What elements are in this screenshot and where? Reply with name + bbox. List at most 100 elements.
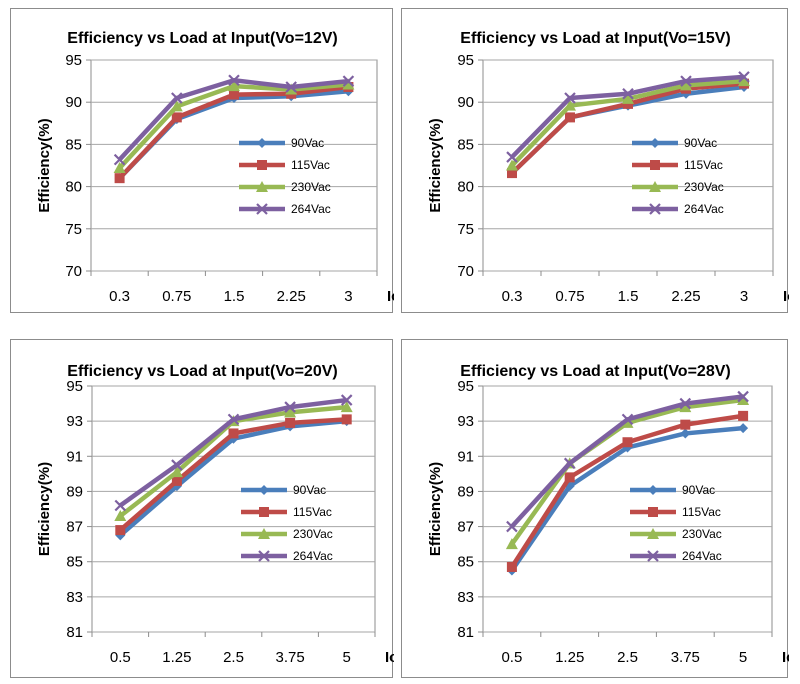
- legend-label: 115Vac: [293, 505, 332, 519]
- y-tick-label: 75: [65, 221, 82, 238]
- data-point-115vac: [622, 437, 633, 448]
- y-tick-label: 83: [457, 589, 474, 606]
- legend-marker: [256, 181, 268, 192]
- y-tick-label: 85: [457, 554, 474, 571]
- data-point-230vac: [679, 401, 692, 413]
- y-tick-label: 70: [65, 263, 82, 280]
- data-point-264vac: [228, 74, 240, 87]
- x-axis-label: Io(A): [782, 649, 789, 666]
- chart-1: Efficiency vs Load at Input(Vo=15V) 70 75 8…: [427, 30, 789, 305]
- data-point-115vac: [171, 112, 182, 123]
- y-axis-label: Efficiency(%): [427, 118, 444, 212]
- x-axis-label: Io(A): [783, 288, 789, 305]
- legend-label: 115Vac: [682, 505, 721, 519]
- legend-label: 230Vac: [293, 527, 333, 541]
- legend-label: 90Vac: [684, 136, 717, 150]
- data-point-230vac: [564, 99, 576, 111]
- x-tick-label: 2.5: [223, 649, 244, 666]
- legend-label: 115Vac: [684, 158, 723, 172]
- y-tick-label: 70: [457, 263, 474, 280]
- data-point-230vac: [622, 92, 634, 104]
- data-point-115vac: [115, 525, 126, 536]
- x-tick-label: 0.5: [110, 649, 131, 666]
- data-point-264vac: [621, 413, 634, 426]
- data-point-230vac: [342, 78, 355, 90]
- y-axis-label: Efficiency(%): [36, 118, 53, 212]
- y-tick-label: 85: [65, 136, 82, 153]
- data-point-115vac: [285, 417, 296, 428]
- data-point-115vac: [229, 89, 239, 100]
- x-tick-label: 1.5: [618, 288, 639, 305]
- data-point-115vac: [114, 173, 125, 184]
- legend-label: 115Vac: [291, 158, 330, 172]
- y-tick-label: 90: [457, 94, 474, 111]
- y-tick-label: 81: [66, 624, 83, 641]
- x-tick-label: 1.5: [224, 288, 245, 305]
- legend-marker: [648, 485, 658, 495]
- data-point-230vac: [284, 406, 297, 418]
- y-tick-label: 95: [457, 52, 474, 69]
- data-point-115vac: [228, 428, 239, 439]
- legend: 90Vac 115Vac 230Vac 264Vac: [630, 483, 722, 563]
- x-tick-label: 0.75: [555, 288, 584, 305]
- data-point-90vac: [680, 428, 691, 439]
- y-tick-label: 89: [66, 483, 83, 500]
- data-point-230vac: [114, 510, 127, 522]
- legend-marker: [649, 203, 661, 215]
- x-tick-label: 1.25: [162, 649, 191, 666]
- y-tick-label: 80: [457, 179, 474, 196]
- chart-3: Efficiency vs Load at Input(Vo=28V) 81 83 8…: [427, 363, 789, 666]
- x-tick-label: 5: [343, 649, 351, 666]
- y-axis-label: Efficiency(%): [36, 462, 53, 556]
- chart-panel-vo-28v: Efficiency vs Load at Input(Vo=28V) 81 83 8…: [401, 339, 789, 678]
- data-point-115vac: [738, 410, 749, 421]
- x-axis-label: Io(A): [387, 288, 394, 305]
- legend: 90Vac 115Vac 230Vac 264Vac: [632, 136, 724, 216]
- chart-title: Efficiency vs Load at Input(Vo=28V): [460, 363, 730, 380]
- data-point-264vac: [563, 457, 576, 470]
- data-point-230vac: [340, 401, 353, 413]
- data-point-115vac: [623, 98, 633, 109]
- chart-2: Efficiency vs Load at Input(Vo=20V) 81 83 8…: [36, 363, 394, 666]
- legend-marker: [649, 181, 661, 192]
- data-point-264vac: [679, 397, 692, 410]
- data-point-264vac: [738, 71, 750, 83]
- y-tick-label: 93: [457, 413, 474, 430]
- y-tick-label: 81: [457, 624, 474, 641]
- x-tick-label: 5: [739, 649, 747, 666]
- data-point-90vac: [738, 423, 749, 434]
- x-tick-label: 0.3: [109, 288, 130, 305]
- chart-panel-vo-12v: Efficiency vs Load at Input(Vo=12V) 70 75 8…: [10, 8, 394, 313]
- y-tick-label: 80: [65, 179, 82, 196]
- y-tick-label: 95: [66, 378, 83, 395]
- y-tick-label: 89: [457, 483, 474, 500]
- legend: 90Vac 115Vac 230Vac 264Vac: [239, 136, 331, 216]
- data-point-115vac: [564, 472, 575, 483]
- legend-marker: [650, 138, 660, 148]
- data-point-230vac: [113, 162, 126, 174]
- legend-marker: [257, 138, 267, 148]
- legend-marker: [647, 550, 659, 562]
- data-point-230vac: [505, 538, 518, 550]
- data-point-264vac: [227, 413, 240, 426]
- legend-label: 230Vac: [682, 527, 722, 541]
- legend-marker: [258, 528, 270, 539]
- x-tick-label: 3.75: [275, 649, 304, 666]
- data-point-230vac: [506, 159, 518, 171]
- data-point-230vac: [738, 75, 750, 87]
- x-tick-label: 2.25: [671, 288, 700, 305]
- data-point-264vac: [564, 92, 576, 104]
- x-tick-label: 2.25: [277, 288, 306, 305]
- data-point-230vac: [170, 100, 183, 112]
- data-point-115vac: [171, 475, 182, 486]
- chart-title: Efficiency vs Load at Input(Vo=15V): [460, 30, 730, 47]
- data-point-115vac: [565, 112, 575, 123]
- legend-marker: [259, 485, 269, 495]
- data-point-264vac: [737, 390, 749, 403]
- x-tick-label: 2.5: [617, 649, 638, 666]
- data-point-115vac: [506, 561, 517, 572]
- y-tick-label: 91: [66, 448, 83, 465]
- data-point-230vac: [170, 466, 183, 478]
- legend-marker: [257, 160, 267, 170]
- data-point-264vac: [171, 92, 183, 104]
